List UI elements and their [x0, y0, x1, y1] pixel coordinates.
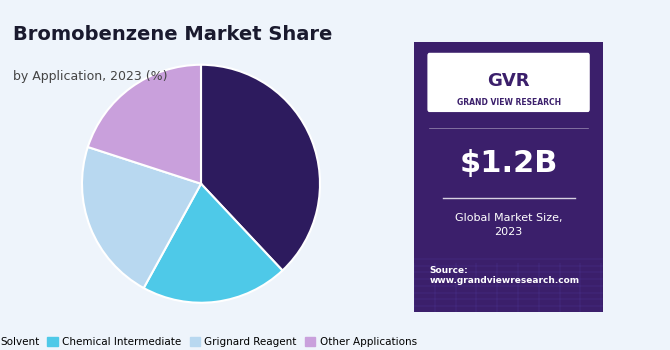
Text: Source:
www.grandviewresearch.com: Source: www.grandviewresearch.com: [429, 266, 580, 285]
Text: $1.2B: $1.2B: [460, 149, 558, 178]
Text: Global Market Size,
2023: Global Market Size, 2023: [455, 213, 562, 237]
Text: GVR: GVR: [487, 72, 530, 90]
Text: Bromobenzene Market Share: Bromobenzene Market Share: [13, 25, 333, 43]
Wedge shape: [82, 147, 201, 288]
FancyBboxPatch shape: [427, 53, 590, 112]
Legend: Solvent, Chemical Intermediate, Grignard Reagent, Other Applications: Solvent, Chemical Intermediate, Grignard…: [0, 332, 421, 350]
Wedge shape: [201, 65, 320, 271]
Text: by Application, 2023 (%): by Application, 2023 (%): [13, 70, 168, 83]
Wedge shape: [143, 184, 283, 303]
Wedge shape: [88, 65, 201, 184]
Text: GRAND VIEW RESEARCH: GRAND VIEW RESEARCH: [456, 98, 561, 107]
